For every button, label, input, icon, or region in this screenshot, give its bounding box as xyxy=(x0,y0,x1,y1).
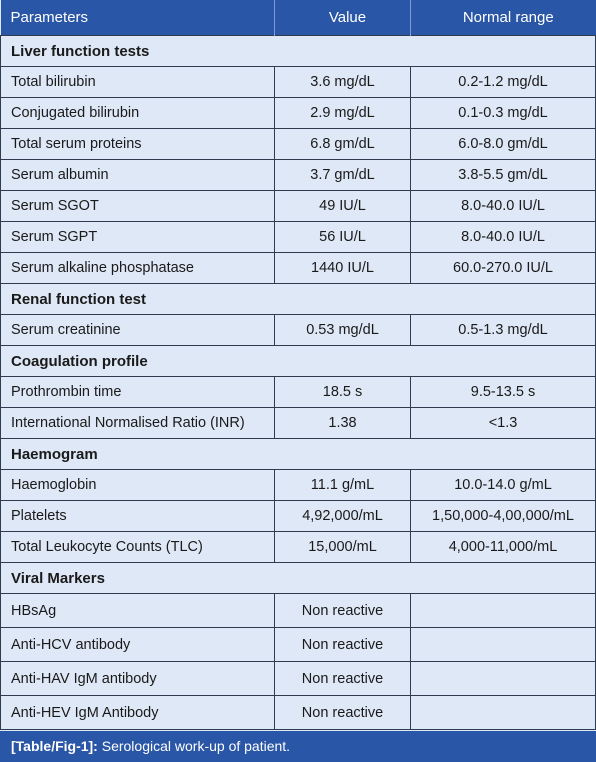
normal-range-cell: 9.5-13.5 s xyxy=(410,376,596,408)
table-row: Anti-HCV antibody Non reactive xyxy=(0,627,596,662)
normal-range-cell: 6.0-8.0 gm/dL xyxy=(410,128,596,160)
normal-range-cell: 1,50,000-4,00,000/mL xyxy=(410,500,596,532)
header-value: Value xyxy=(274,0,411,36)
caption-text: Serological work-up of patient. xyxy=(97,738,291,754)
parameter-cell: Serum SGOT xyxy=(0,190,275,222)
parameter-cell: Anti-HAV IgM antibody xyxy=(0,661,275,696)
normal-range-cell xyxy=(410,593,596,628)
table-row: Total Leukocyte Counts (TLC) 15,000/mL 4,0… xyxy=(0,531,596,563)
table-row: Prothrombin time 18.5 s 9.5-13.5 s xyxy=(0,376,596,408)
section-row: Renal function test xyxy=(0,283,596,315)
table-row: Total bilirubin 3.6 mg/dL 0.2-1.2 mg/dL xyxy=(0,66,596,98)
parameter-cell: Haemoglobin xyxy=(0,469,275,501)
parameter-cell: Total serum proteins xyxy=(0,128,275,160)
value-cell: Non reactive xyxy=(274,695,411,730)
normal-range-cell: 4,000-11,000/mL xyxy=(410,531,596,563)
normal-range-cell: 3.8-5.5 gm/dL xyxy=(410,159,596,191)
parameter-cell: Anti-HEV IgM Antibody xyxy=(0,695,275,730)
section-row: Viral Markers xyxy=(0,562,596,594)
normal-range-cell: 10.0-14.0 g/mL xyxy=(410,469,596,501)
parameter-cell: Serum SGPT xyxy=(0,221,275,253)
table-row: International Normalised Ratio (INR) 1.38… xyxy=(0,407,596,439)
normal-range-cell: 0.1-0.3 mg/dL xyxy=(410,97,596,129)
value-cell: 0.53 mg/dL xyxy=(274,314,411,346)
value-cell: 56 IU/L xyxy=(274,221,411,253)
normal-range-cell: <1.3 xyxy=(410,407,596,439)
parameter-cell: International Normalised Ratio (INR) xyxy=(0,407,275,439)
parameter-cell: Total bilirubin xyxy=(0,66,275,98)
section-row: Liver function tests xyxy=(0,35,596,67)
normal-range-cell: 0.5-1.3 mg/dL xyxy=(410,314,596,346)
normal-range-cell: 8.0-40.0 IU/L xyxy=(410,190,596,222)
value-cell: 2.9 mg/dL xyxy=(274,97,411,129)
table-row: Haemoglobin 11.1 g/mL 10.0-14.0 g/mL xyxy=(0,469,596,501)
figure-caption: [Table/Fig-1]: Serological work-up of pa… xyxy=(0,731,596,762)
value-cell: 1440 IU/L xyxy=(274,252,411,284)
table-row: Conjugated bilirubin 2.9 mg/dL 0.1-0.3 mg/… xyxy=(0,97,596,129)
value-cell: 18.5 s xyxy=(274,376,411,408)
parameter-cell: Serum albumin xyxy=(0,159,275,191)
parameter-cell: Serum creatinine xyxy=(0,314,275,346)
table-row: Serum SGOT 49 IU/L 8.0-40.0 IU/L xyxy=(0,190,596,222)
table-row: Platelets 4,92,000/mL 1,50,000-4,00,000/mL xyxy=(0,500,596,532)
section-label: Renal function test xyxy=(0,283,596,315)
normal-range-cell xyxy=(410,695,596,730)
parameter-cell: Conjugated bilirubin xyxy=(0,97,275,129)
table-row: Serum creatinine 0.53 mg/dL 0.5-1.3 mg/dL xyxy=(0,314,596,346)
normal-range-cell: 0.2-1.2 mg/dL xyxy=(410,66,596,98)
value-cell: 3.6 mg/dL xyxy=(274,66,411,98)
table-row: Serum SGPT 56 IU/L 8.0-40.0 IU/L xyxy=(0,221,596,253)
parameter-cell: Serum alkaline phosphatase xyxy=(0,252,275,284)
table-row: Total serum proteins 6.8 gm/dL 6.0-8.0 gm/… xyxy=(0,128,596,160)
table-row: HBsAg Non reactive xyxy=(0,593,596,628)
table-row: Serum albumin 3.7 gm/dL 3.8-5.5 gm/dL xyxy=(0,159,596,191)
table-row: Serum alkaline phosphatase 1440 IU/L 60.0-… xyxy=(0,252,596,284)
table-header-row: Parameters Value Normal range xyxy=(0,0,596,36)
caption-label: [Table/Fig-1]: xyxy=(11,738,98,754)
normal-range-cell: 60.0-270.0 IU/L xyxy=(410,252,596,284)
value-cell: Non reactive xyxy=(274,627,411,662)
value-cell: 15,000/mL xyxy=(274,531,411,563)
parameter-cell: Anti-HCV antibody xyxy=(0,627,275,662)
section-label: Liver function tests xyxy=(0,35,596,67)
normal-range-cell xyxy=(410,661,596,696)
value-cell: Non reactive xyxy=(274,661,411,696)
section-label: Viral Markers xyxy=(0,562,596,594)
value-cell: 49 IU/L xyxy=(274,190,411,222)
parameter-cell: HBsAg xyxy=(0,593,275,628)
parameter-cell: Total Leukocyte Counts (TLC) xyxy=(0,531,275,563)
table-row: Anti-HAV IgM antibody Non reactive xyxy=(0,661,596,696)
value-cell: Non reactive xyxy=(274,593,411,628)
table-body: Liver function tests Total bilirubin 3.6 m… xyxy=(0,35,596,730)
value-cell: 1.38 xyxy=(274,407,411,439)
section-row: Coagulation profile xyxy=(0,345,596,377)
table-row: Anti-HEV IgM Antibody Non reactive xyxy=(0,695,596,730)
header-parameters: Parameters xyxy=(0,0,275,36)
value-cell: 4,92,000/mL xyxy=(274,500,411,532)
section-row: Haemogram xyxy=(0,438,596,470)
results-table: Parameters Value Normal range Liver func… xyxy=(0,0,596,730)
value-cell: 3.7 gm/dL xyxy=(274,159,411,191)
value-cell: 11.1 g/mL xyxy=(274,469,411,501)
header-normal-range: Normal range xyxy=(410,0,596,36)
section-label: Haemogram xyxy=(0,438,596,470)
normal-range-cell xyxy=(410,627,596,662)
section-label: Coagulation profile xyxy=(0,345,596,377)
value-cell: 6.8 gm/dL xyxy=(274,128,411,160)
parameter-cell: Platelets xyxy=(0,500,275,532)
parameter-cell: Prothrombin time xyxy=(0,376,275,408)
normal-range-cell: 8.0-40.0 IU/L xyxy=(410,221,596,253)
